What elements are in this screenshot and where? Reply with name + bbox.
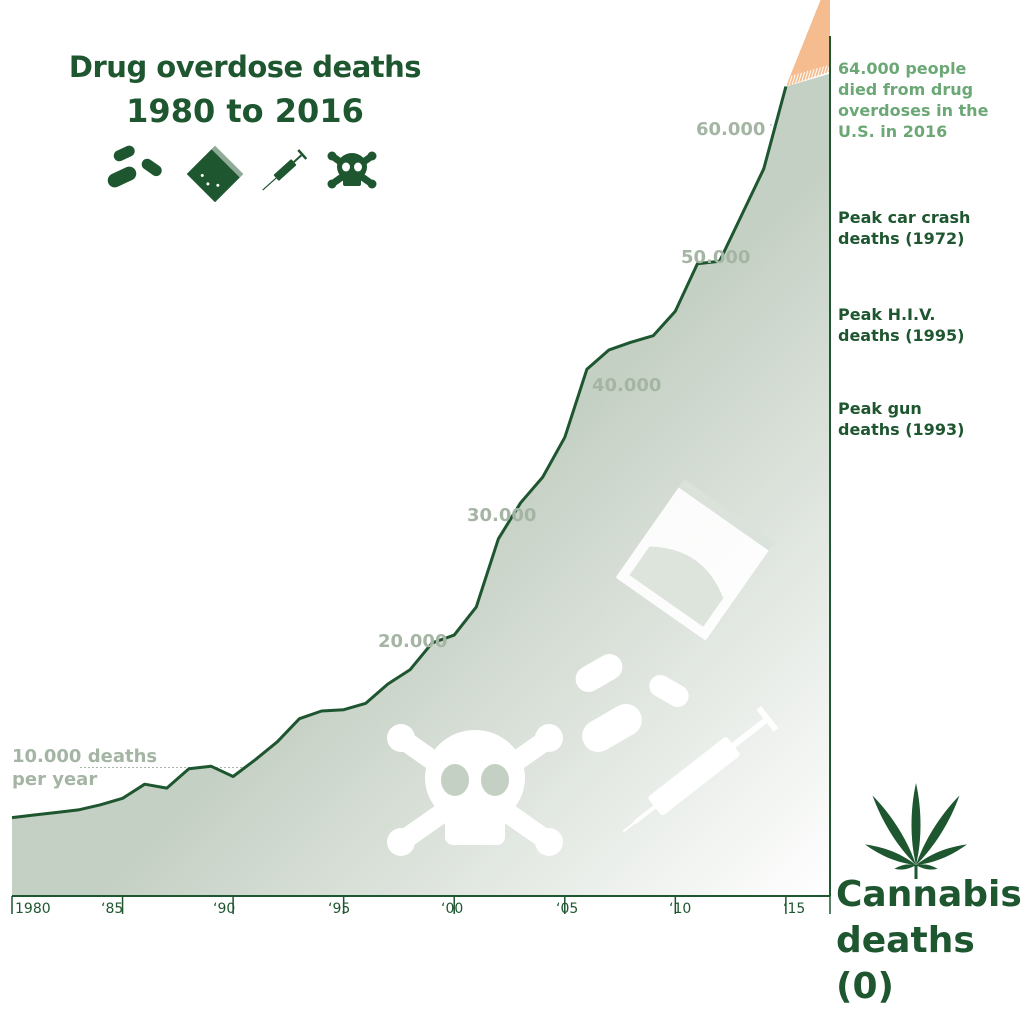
annotation-2016-line3: overdoses in the (838, 100, 988, 121)
annotation-gun: Peak gun deaths (1993) (838, 398, 964, 440)
y-tick-label-10000: 10.000 deaths per year (12, 745, 157, 791)
y-tick-label-30000: 30.000 (467, 505, 536, 526)
powder-bag-icon (187, 146, 244, 202)
annotation-2016-line4: U.S. in 2016 (838, 121, 988, 142)
annotation-car-crash-line2: deaths (1972) (838, 228, 970, 249)
annotation-hiv: Peak H.I.V. deaths (1995) (838, 304, 964, 346)
syringe-icon (259, 149, 308, 194)
annotation-hiv-line1: Peak H.I.V. (838, 304, 964, 325)
chart-title-line2: 1980 to 2016 (60, 92, 430, 130)
annotation-gun-line1: Peak gun (838, 398, 964, 419)
highlight-wedge (786, 0, 830, 86)
annotation-car-crash-line1: Peak car crash (838, 207, 970, 228)
cannabis-deaths-label: Cannabis deaths (0) (836, 872, 1024, 1010)
x-tick-label-2000: ‘00 (441, 901, 463, 917)
x-tick-label-1990: ‘90 (213, 901, 235, 917)
skull-crossbones-icon (328, 152, 377, 189)
chart-title-line1: Drug overdose deaths (60, 50, 430, 84)
x-tick-label-1995: ‘95 (328, 901, 350, 917)
highlight-2016 (786, 0, 830, 86)
pills-icon (105, 144, 163, 190)
cannabis-leaf-icon (864, 783, 969, 879)
y-base-label-line2: per year (12, 768, 157, 791)
annotation-2016-line1: 64.000 people (838, 58, 988, 79)
x-tick-label-2005: ‘05 (556, 901, 578, 917)
y-base-label-line1: 10.000 deaths (12, 745, 157, 768)
x-tick-label-1980: 1980 (15, 901, 51, 917)
y-tick-label-60000: 60.000 (696, 119, 765, 140)
annotation-gun-line2: deaths (1993) (838, 419, 964, 440)
cannabis-label-line2: deaths (0) (836, 918, 1024, 1010)
annotation-2016-line2: died from drug (838, 79, 988, 100)
y-tick-label-20000: 20.000 (378, 631, 447, 652)
x-tick-label-2015: ‘15 (783, 901, 805, 917)
x-tick-label-1985: ‘85 (101, 901, 123, 917)
y-tick-label-50000: 50.000 (681, 247, 750, 268)
cannabis-label-line1: Cannabis (836, 872, 1024, 918)
annotation-2016-total: 64.000 people died from drug overdoses i… (838, 58, 988, 142)
annotation-car-crash: Peak car crash deaths (1972) (838, 207, 970, 249)
annotation-hiv-line2: deaths (1995) (838, 325, 964, 346)
x-tick-label-2010: ‘10 (669, 901, 691, 917)
title-icons (105, 142, 385, 202)
y-tick-label-40000: 40.000 (592, 375, 661, 396)
